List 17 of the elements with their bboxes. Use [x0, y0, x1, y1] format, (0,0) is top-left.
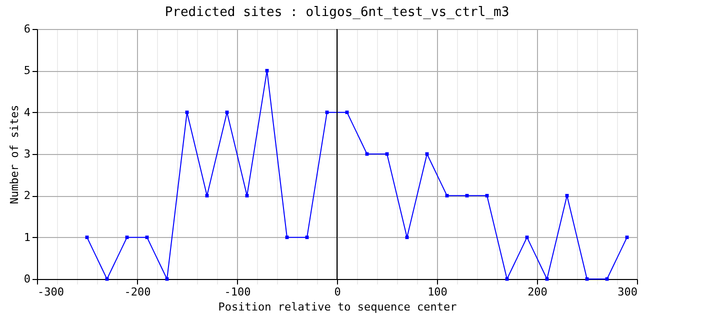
y-tick-label: 1	[24, 230, 30, 244]
x-tick-label: 300	[618, 286, 638, 298]
y-tick-label: 4	[24, 106, 31, 119]
y-tick-label: 2	[24, 189, 30, 202]
y-tick-label: 3	[24, 148, 30, 160]
y-axis-title: Number of sites	[8, 104, 21, 204]
x-tick-label: 0	[334, 286, 341, 298]
chart-title: Predicted sites : oligos_6nt_test_vs_ctrl_m3	[164, 5, 510, 20]
y-tick-label: 0	[24, 272, 30, 286]
x-tick-label: 200	[528, 286, 548, 298]
x-tick-label: -200	[124, 286, 151, 298]
x-tick-label: -100	[224, 286, 251, 298]
y-tick-label: 5	[24, 64, 30, 78]
x-tick-label: 100	[428, 286, 448, 298]
x-axis-title: Position relative to sequence center	[218, 300, 458, 314]
x-tick-label: -300	[38, 286, 64, 298]
y-tick-label: 6	[24, 22, 30, 36]
